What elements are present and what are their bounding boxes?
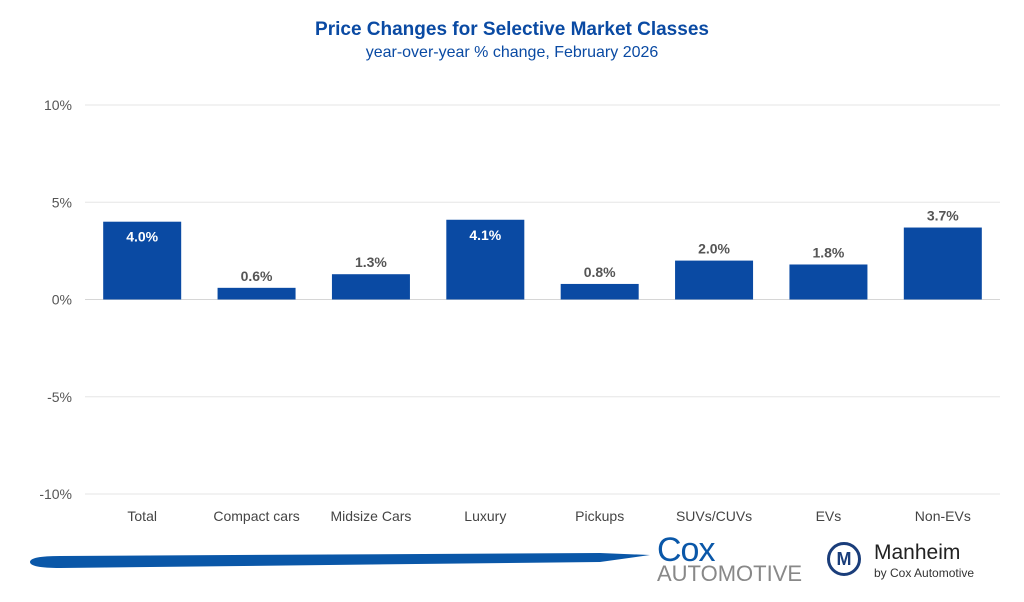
bar-luxury [446, 219, 525, 300]
bar-non-evs [903, 227, 982, 300]
x-tick-label: Pickups [575, 508, 624, 524]
bar-suvs-cuvs [675, 260, 754, 300]
bar-midsize-cars [331, 274, 410, 300]
data-label: 1.3% [355, 254, 387, 270]
manheim-tagline: by Cox Automotive [874, 566, 975, 580]
chart-subtitle: year-over-year % change, February 2026 [365, 44, 659, 61]
y-tick-label: -10% [39, 486, 72, 502]
data-label: 4.0% [126, 229, 158, 245]
x-tick-label: Compact cars [213, 508, 299, 524]
bar-evs [789, 264, 868, 300]
y-tick-label: 5% [52, 194, 72, 210]
x-tick-label: Midsize Cars [330, 508, 411, 524]
data-label: 4.1% [469, 227, 501, 243]
x-tick-label: SUVs/CUVs [676, 508, 752, 524]
y-tick-label: 10% [44, 97, 72, 113]
y-tick-label: -5% [47, 389, 72, 405]
data-label: 0.8% [584, 264, 616, 280]
chart-title: Price Changes for Selective Market Class… [315, 19, 709, 40]
manheim-logo-text: Manheim [874, 541, 961, 564]
y-tick-label: 0% [52, 292, 72, 308]
brush-stroke-decoration [30, 553, 650, 568]
bar-compact-cars [217, 287, 296, 300]
data-label: 3.7% [927, 208, 959, 224]
automotive-logo-text: AUTOMOTIVE [657, 561, 803, 586]
bar-total [103, 221, 182, 300]
bar-pickups [560, 283, 639, 300]
x-tick-label: Luxury [464, 508, 506, 524]
manheim-logo-icon: M [827, 542, 861, 576]
data-label: 1.8% [812, 244, 844, 260]
data-label: 0.6% [241, 268, 273, 284]
x-tick-label: Total [127, 508, 157, 524]
data-label: 2.0% [698, 241, 730, 257]
x-tick-label: Non-EVs [915, 508, 971, 524]
cox-logo-text: Cox [657, 531, 715, 569]
x-tick-label: EVs [816, 508, 842, 524]
